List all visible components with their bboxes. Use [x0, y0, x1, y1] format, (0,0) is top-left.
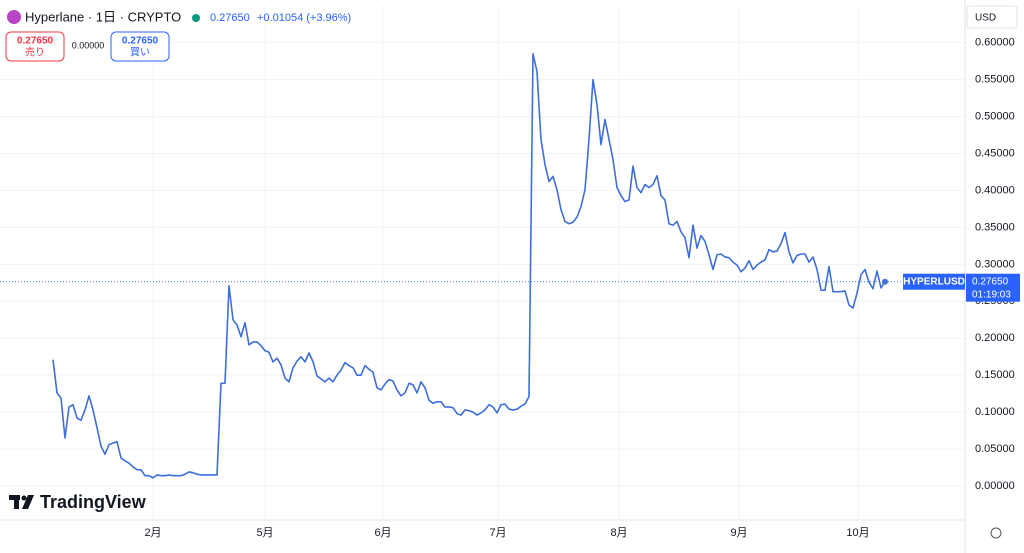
- x-tick-label: 6月: [374, 527, 391, 539]
- header-price: 0.27650: [210, 12, 250, 24]
- sell-label: 売り: [25, 46, 45, 59]
- header-change: +0.01054 (+3.96%): [257, 12, 351, 24]
- price-tag-countdown: 01:19:03: [972, 289, 1011, 300]
- buy-label: 買い: [130, 47, 150, 59]
- y-tick-label: 0.10000: [975, 406, 1015, 418]
- buy-button[interactable]: [110, 31, 170, 62]
- sell-button[interactable]: [5, 31, 65, 62]
- y-tick-label: 0.00000: [975, 480, 1015, 492]
- y-tick-label: 0.15000: [975, 369, 1015, 381]
- spread: 0.00000: [72, 40, 105, 50]
- price-tag: [966, 273, 1020, 302]
- logo-text: TradingView: [40, 492, 147, 512]
- y-tick-label: 0.40000: [975, 184, 1015, 196]
- y-tick-label: 0.50000: [975, 110, 1015, 122]
- x-tick-label: 5月: [256, 527, 273, 539]
- price-line: [52, 52, 886, 479]
- x-tick-label: 9月: [730, 527, 747, 539]
- y-tick-label: 0.30000: [975, 258, 1015, 270]
- x-tick-label: 2月: [144, 527, 161, 539]
- sell-price: 0.27650: [17, 36, 54, 47]
- symbol-tag: [903, 273, 965, 290]
- y-tick-label: 0.55000: [975, 74, 1015, 86]
- logo-mark: [9, 495, 34, 509]
- market-status: [192, 14, 200, 22]
- currency-button[interactable]: [966, 5, 1018, 29]
- currency: USD: [975, 13, 996, 24]
- y-tick-label: 0.05000: [975, 443, 1015, 455]
- symbol-title: Hyperlane · 1日 · CRYPTO: [25, 9, 181, 24]
- price-tag-price: 0.27650: [972, 276, 1009, 287]
- y-tick-label: 0.60000: [975, 37, 1015, 49]
- x-tick-label: 7月: [489, 527, 506, 539]
- x-tick-label: 8月: [610, 527, 627, 539]
- last-point: [882, 278, 888, 285]
- settings-icon[interactable]: [990, 527, 1002, 539]
- y-tick-label: 0.35000: [975, 221, 1015, 233]
- symbol-icon: [7, 10, 21, 24]
- y-tick-label: 0.45000: [975, 147, 1015, 159]
- y-tick-label: 0.20000: [975, 332, 1015, 344]
- buy-price: 0.27650: [122, 36, 159, 47]
- x-tick-label: 10月: [846, 527, 869, 539]
- symbol-tag-text: HYPERLUSD: [903, 276, 965, 287]
